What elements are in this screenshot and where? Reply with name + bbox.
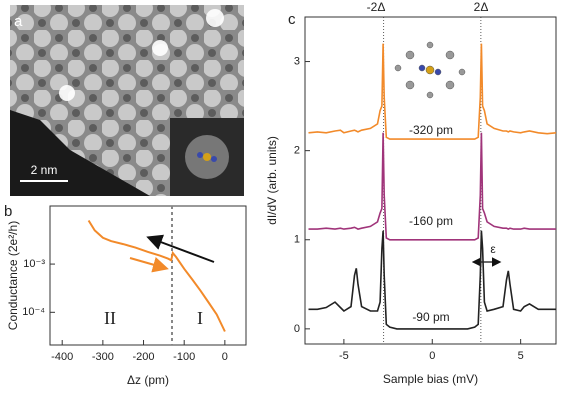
plot-frame: [49, 205, 247, 346]
y-axis-label: dI/dV (arb. units): [265, 136, 279, 225]
panel-label: b: [4, 203, 12, 220]
y-tick-label: 3: [294, 55, 300, 67]
annotation: -320 pm: [409, 123, 453, 137]
x-tick-label: -300: [92, 351, 114, 363]
arrow: [146, 234, 215, 263]
x-tick-label: -400: [51, 351, 73, 363]
x-tick-label: 0: [429, 350, 435, 362]
annotation: ε: [490, 242, 496, 256]
stm-image: [10, 5, 244, 196]
data-line: [308, 230, 556, 330]
annotation: I: [197, 308, 203, 328]
x-tick-label: -100: [173, 351, 195, 363]
panel-label: a: [14, 13, 23, 30]
y-tick-label: 0: [294, 323, 300, 335]
annotation: II: [104, 308, 116, 328]
x-axis-label: Δz (pm): [127, 373, 169, 387]
y-tick-label: 2: [294, 145, 300, 157]
data-line: [308, 132, 556, 241]
y-tick-label: 10⁻³: [23, 258, 45, 270]
molecule: [394, 41, 466, 99]
annotation: -90 pm: [412, 310, 449, 324]
x-tick-label: -5: [339, 350, 349, 362]
y-axis-label: Conductance (2e²/h): [6, 221, 20, 330]
gap-label: 2Δ: [474, 0, 489, 14]
y-tick-label: 1: [294, 234, 300, 246]
panel-label: c: [288, 11, 296, 28]
x-tick-label: -200: [133, 351, 155, 363]
plot-frame: [304, 16, 557, 345]
gap-label: -2Δ: [367, 0, 386, 14]
scale-bar-label: 2 nm: [31, 163, 58, 177]
x-tick-label: 5: [518, 350, 524, 362]
y-tick-label: 10⁻⁴: [22, 306, 45, 318]
annotation: -160 pm: [409, 214, 453, 228]
data-line: [308, 43, 557, 140]
arrow: [129, 257, 169, 273]
x-axis-label: Sample bias (mV): [383, 372, 478, 386]
x-tick-label: 0: [222, 351, 228, 363]
data-line: [87, 219, 226, 332]
